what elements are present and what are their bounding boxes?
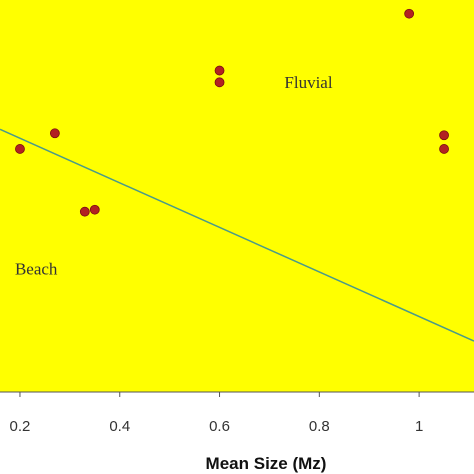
region-label-fluvial: Fluvial: [284, 73, 332, 92]
trendline: [0, 128, 474, 342]
x-tick-label: 1: [415, 418, 423, 435]
x-tick-label: 0.4: [109, 418, 130, 435]
trendline-group: [0, 128, 474, 342]
plot-area: [0, 0, 474, 392]
x-tick-label: 0.8: [309, 418, 330, 435]
data-points: [15, 8, 449, 217]
x-axis-ticks: 0.2 0.4 0.6 0.8 1: [10, 392, 423, 435]
x-tick-label: 0.2: [10, 418, 31, 435]
x-axis-title: Mean Size (Mz): [206, 454, 327, 473]
data-point: [439, 144, 449, 154]
data-point: [214, 77, 225, 88]
data-point: [439, 130, 449, 141]
region-label-beach: Beach: [15, 259, 58, 278]
region-labels: Fluvial Beach: [15, 73, 333, 278]
data-point: [89, 204, 100, 215]
data-point: [49, 128, 60, 139]
data-point: [214, 65, 225, 76]
data-point: [404, 8, 415, 19]
data-point: [79, 206, 90, 217]
data-point: [15, 144, 25, 154]
x-tick-label: 0.6: [209, 418, 230, 435]
